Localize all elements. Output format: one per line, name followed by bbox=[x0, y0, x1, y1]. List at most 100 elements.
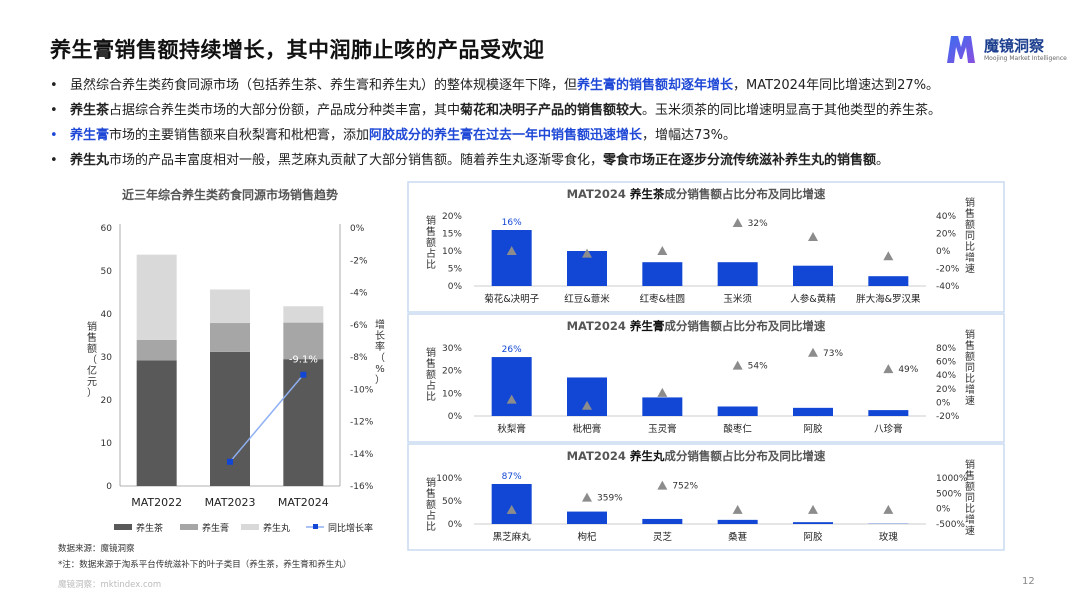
bullet-dot: • bbox=[50, 103, 58, 118]
y-tick-label: 20 bbox=[101, 396, 113, 406]
y-tick-label: 50% bbox=[442, 497, 462, 507]
x-tick-label: 枇杷膏 bbox=[573, 423, 602, 435]
y-axis-label: 销售额占比 bbox=[426, 214, 436, 271]
y2-tick-label: -20% bbox=[936, 412, 960, 422]
growth-data-label: 54% bbox=[748, 362, 768, 372]
bullet-segment: ，增幅达73%。 bbox=[642, 128, 736, 143]
growth-marker bbox=[506, 246, 517, 255]
y-tick-label: 30% bbox=[442, 344, 462, 354]
x-tick-label: MAT2023 bbox=[205, 496, 256, 509]
y-tick-label: 30 bbox=[101, 353, 113, 363]
legend-label: 养生茶 bbox=[136, 522, 163, 534]
stacked-bar-segment bbox=[210, 323, 250, 352]
x-tick-label: 玉灵膏 bbox=[648, 423, 677, 435]
x-tick-label: 胖大海&罗汉果 bbox=[856, 293, 921, 305]
y2-tick-label: 1000% bbox=[936, 474, 968, 484]
bullet-text: 养生丸市场的产品丰富度相对一般，黑芝麻丸贡献了大部分销售额。随着养生丸逐渐零食化… bbox=[70, 153, 889, 168]
y-tick-label: 10 bbox=[101, 439, 113, 449]
stacked-bar-segment bbox=[136, 339, 177, 361]
bullet-text: 虽然综合养生类药食同源市场（包括养生茶、养生膏和养生丸）的整体规模逐年下降，但养… bbox=[70, 78, 939, 93]
stacked-bar-segment bbox=[136, 360, 177, 486]
share-bar bbox=[793, 265, 833, 286]
x-tick-label: 红豆&薏米 bbox=[564, 293, 610, 305]
x-tick-label: 红枣&桂圆 bbox=[640, 293, 685, 305]
x-tick-label: 玉米须 bbox=[723, 293, 752, 305]
y2-tick-label: -500% bbox=[936, 520, 965, 530]
chart-panel bbox=[407, 181, 1005, 313]
legend-swatch bbox=[241, 524, 259, 530]
x-tick-label: 阿胶 bbox=[803, 531, 823, 543]
growth-data-label: 359% bbox=[597, 494, 623, 504]
y2-axis-label: 销售额同比增速 bbox=[965, 328, 975, 407]
y2-axis-label: 销售额同比增速 bbox=[965, 458, 975, 537]
stacked-bar-segment bbox=[283, 306, 324, 323]
y2-tick-label: -16% bbox=[350, 482, 374, 492]
share-bar bbox=[491, 357, 532, 416]
share-bar bbox=[717, 406, 758, 416]
bullet-segment: ，MAT2024年同比增速达到27%。 bbox=[733, 78, 940, 93]
bullet-dot: • bbox=[50, 153, 58, 168]
chart-title-part: 成分销售额占比分布及同比增速 bbox=[664, 187, 825, 201]
y2-tick-label: -10% bbox=[350, 385, 374, 395]
y2-tick-label: 0% bbox=[936, 398, 951, 408]
chart-title: MAT2024 养生茶成分销售额占比分布及同比增速 bbox=[567, 187, 826, 201]
share-data-label: 87% bbox=[502, 472, 522, 482]
chart-title: 近三年综合养生类药食同源市场销售趋势 bbox=[122, 187, 338, 202]
share-bar bbox=[642, 518, 683, 524]
x-tick-label: 菊花&决明子 bbox=[484, 293, 539, 305]
x-tick-label: 枸杞 bbox=[577, 531, 597, 543]
legend-marker bbox=[313, 524, 318, 529]
bullet-segment: 市场的产品丰富度相对一般，黑芝麻丸贡献了大部分销售额。随着养生丸逐渐零食化， bbox=[109, 153, 604, 168]
bullet-segment: 。 bbox=[876, 153, 890, 168]
bullet-text: 养生茶占据综合养生类市场的大部分份额，产品成分种类丰富，其中菊花和决明子产品的销… bbox=[70, 103, 941, 118]
y-tick-label: 60 bbox=[101, 224, 113, 234]
stacked-bar-segment bbox=[210, 289, 250, 324]
share-bar bbox=[868, 410, 909, 416]
growth-line bbox=[229, 374, 304, 463]
chart-title-part: 成分销售额占比分布及同比增速 bbox=[664, 319, 825, 333]
growth-data-label: 49% bbox=[898, 365, 918, 375]
chart-title-part: 养生丸 bbox=[629, 449, 665, 463]
y2-tick-label: 80% bbox=[936, 344, 956, 354]
growth-marker bbox=[657, 480, 668, 490]
legend-label: 养生丸 bbox=[263, 522, 290, 534]
bullet-segment: 菊花和决明子产品的销售额较大 bbox=[460, 103, 643, 118]
growth-marker bbox=[883, 251, 894, 261]
y-tick-label: 100% bbox=[436, 474, 462, 484]
logo-name: 魔镜洞察 bbox=[984, 37, 1045, 55]
bullet-segment: 养生膏 bbox=[70, 128, 110, 143]
y2-tick-label: 20% bbox=[936, 385, 956, 395]
legend-label: 养生膏 bbox=[202, 522, 229, 534]
x-tick-label: 人参&黄精 bbox=[790, 293, 836, 305]
legend-label: 同比增长率 bbox=[328, 522, 373, 534]
y2-tick-label: -14% bbox=[350, 450, 374, 460]
y-tick-label: 0% bbox=[448, 282, 463, 292]
growth-marker bbox=[883, 504, 894, 514]
chart-title-part: MAT2024 bbox=[567, 449, 630, 463]
bullet-item: • 养生茶占据综合养生类市场的大部分份额，产品成分种类丰富，其中菊花和决明子产品的… bbox=[50, 103, 1050, 128]
chart-title: MAT2024 养生膏成分销售额占比分布及同比增速 bbox=[567, 319, 826, 333]
stacked-bar-segment bbox=[210, 351, 250, 486]
growth-marker bbox=[808, 504, 818, 514]
bullet-segment: 养生茶 bbox=[70, 103, 110, 118]
growth-data-label: 32% bbox=[748, 219, 768, 229]
y-axis-label: 销售额（亿元） bbox=[87, 320, 97, 399]
y2-axis-label: 增长率（%） bbox=[375, 318, 385, 386]
data-source: 数据来源：魔镜洞察 bbox=[58, 544, 135, 554]
chart-panel bbox=[407, 313, 1005, 443]
y2-tick-label: -4% bbox=[350, 289, 368, 299]
y2-tick-label: 40% bbox=[936, 212, 956, 222]
brand-logo: 魔镜洞察 Moojing Market Intelligence bbox=[944, 33, 1067, 67]
x-tick-label: MAT2022 bbox=[131, 496, 182, 509]
y2-tick-label: 20% bbox=[936, 230, 956, 240]
y-tick-label: 20% bbox=[442, 212, 462, 222]
y2-tick-label: 0% bbox=[936, 247, 951, 257]
growth-marker bbox=[657, 387, 668, 397]
y2-tick-label: 0% bbox=[350, 224, 365, 234]
stacked-bar-segment bbox=[283, 322, 324, 360]
y-tick-label: 0 bbox=[106, 482, 112, 492]
x-tick-label: 阿胶 bbox=[803, 423, 823, 435]
y2-tick-label: 0% bbox=[936, 505, 951, 515]
y2-tick-label: -2% bbox=[350, 256, 368, 266]
y-tick-label: 5% bbox=[448, 265, 463, 275]
